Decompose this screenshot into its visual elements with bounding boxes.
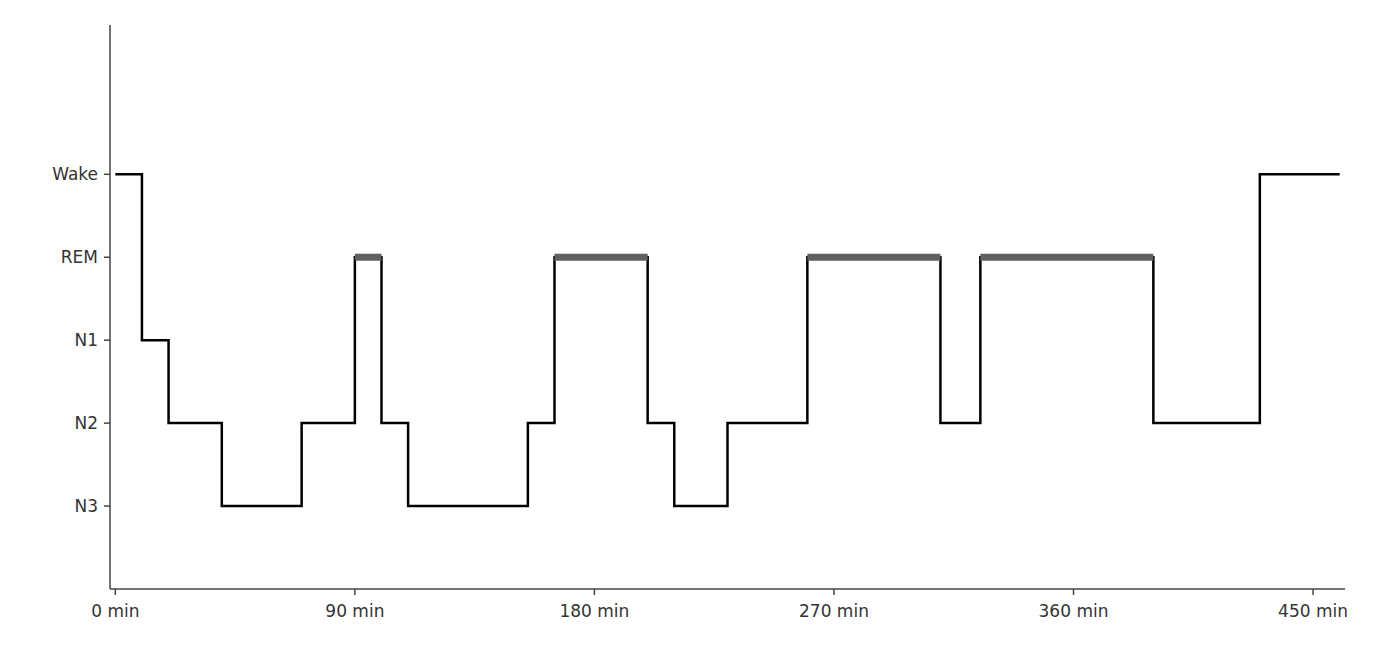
y-tick bbox=[104, 256, 110, 258]
y-tick bbox=[104, 339, 110, 341]
x-tick bbox=[115, 589, 117, 595]
x-tick-label: 270 min bbox=[799, 601, 869, 621]
y-tick bbox=[104, 174, 110, 176]
x-tick bbox=[1312, 589, 1314, 595]
x-tick-label: 0 min bbox=[91, 601, 139, 621]
x-tick bbox=[833, 589, 835, 595]
rem-segment bbox=[554, 254, 647, 261]
rem-segment bbox=[980, 254, 1153, 261]
plot-area bbox=[115, 174, 1339, 506]
x-tick-label: 450 min bbox=[1278, 601, 1348, 621]
axes: 0 min 90 min 180 min 270 min 360 min 450 min W… bbox=[52, 25, 1348, 621]
x-tick-label: 90 min bbox=[325, 601, 384, 621]
rem-segment bbox=[355, 254, 382, 261]
x-axis-line bbox=[110, 588, 1345, 590]
y-tick bbox=[104, 422, 110, 424]
y-tick-label: REM bbox=[61, 247, 98, 267]
y-tick-label: Wake bbox=[52, 164, 98, 184]
x-tick bbox=[354, 589, 356, 595]
rem-segment bbox=[807, 254, 940, 261]
y-tick-label: N1 bbox=[74, 330, 98, 350]
x-tick-label: 360 min bbox=[1039, 601, 1109, 621]
y-axis-line bbox=[109, 25, 111, 589]
hypnogram-line bbox=[115, 174, 1339, 506]
x-tick bbox=[594, 589, 596, 595]
y-tick-label: N2 bbox=[74, 413, 98, 433]
x-tick-label: 180 min bbox=[559, 601, 629, 621]
y-tick bbox=[104, 505, 110, 507]
y-tick-label: N3 bbox=[74, 496, 98, 516]
x-tick bbox=[1073, 589, 1075, 595]
chart: 0 min 90 min 180 min 270 min 360 min 450 min W… bbox=[0, 0, 1375, 659]
